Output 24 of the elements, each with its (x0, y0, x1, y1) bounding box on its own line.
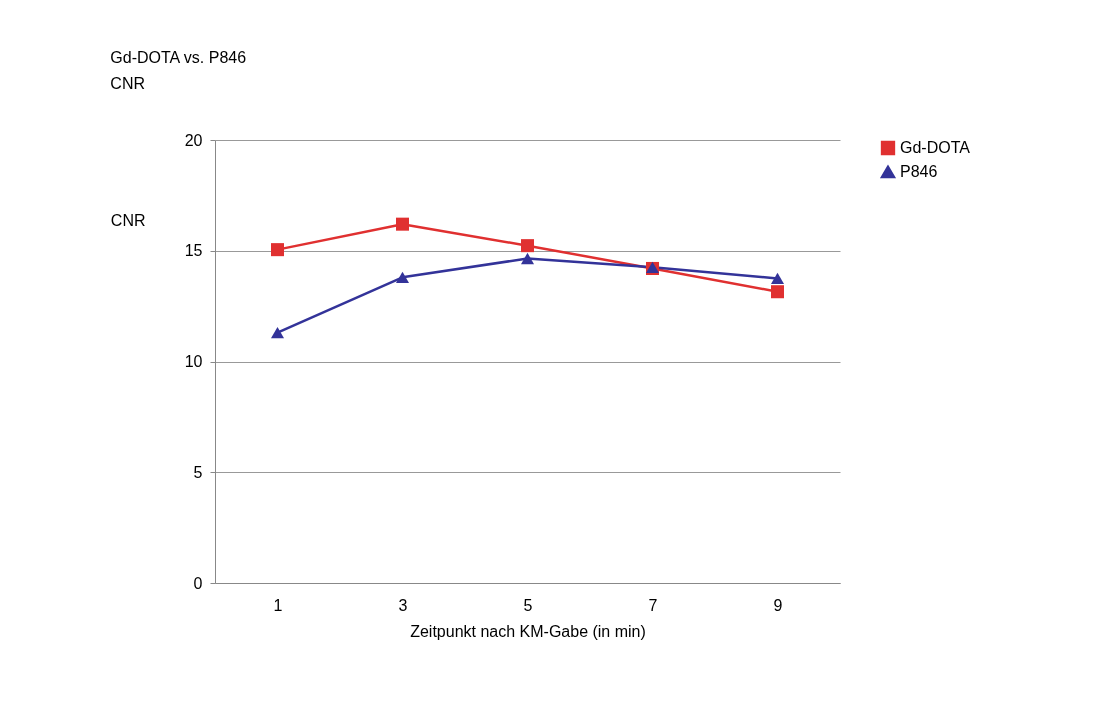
point (770, 272, 785, 285)
point (395, 271, 410, 283)
x-axis-title: Zeitpunkt nach KM-Gabe (in min) (410, 622, 646, 640)
x-tick-label: 3 (398, 596, 408, 614)
point (520, 239, 535, 253)
point (270, 327, 285, 339)
y-tick-label: 0 (193, 574, 203, 592)
chart-title: Gd-DOTA vs. P846 (110, 49, 247, 66)
point (395, 217, 410, 231)
y-tick-label: 20 (184, 131, 203, 149)
x-tick-label: 7 (648, 596, 658, 614)
y-axis-title: CNR (110, 211, 146, 229)
chart-subtitle: CNR (110, 75, 146, 92)
y-tick-label: 15 (184, 242, 203, 260)
legend-label: Gd-DOTA (900, 139, 971, 156)
point (270, 243, 285, 257)
point (520, 252, 535, 265)
legend-label: P846 (900, 163, 938, 180)
x-tick-label: 9 (773, 596, 783, 614)
point (770, 285, 785, 299)
x-tick-label: 5 (523, 596, 533, 614)
x-tick-label: 1 (273, 596, 283, 614)
y-tick-label: 10 (184, 353, 203, 370)
y-tick-label: 5 (193, 463, 203, 481)
